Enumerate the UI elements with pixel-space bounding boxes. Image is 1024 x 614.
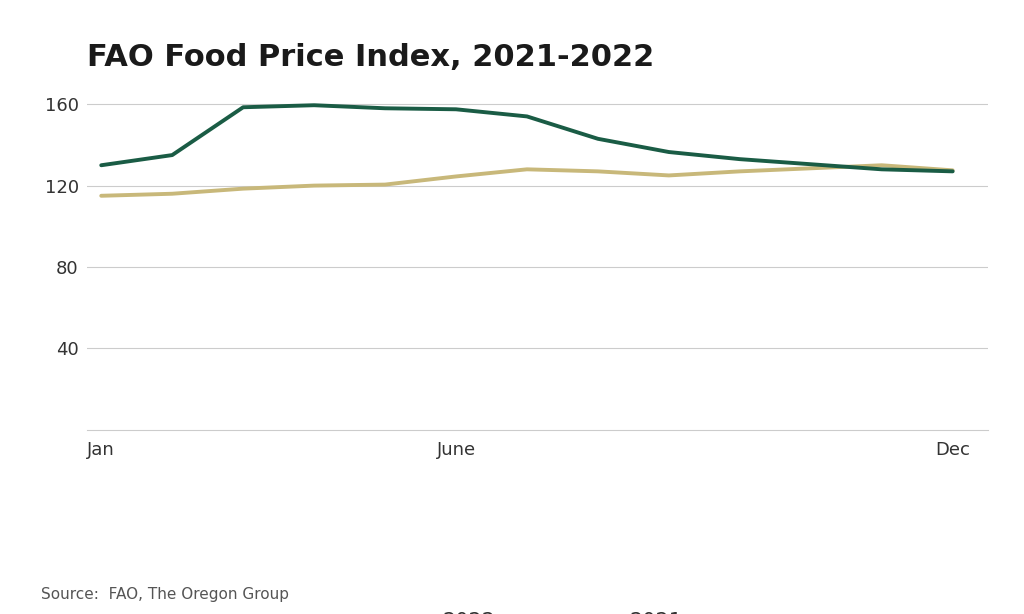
2022 xyxy=(592,135,604,142)
2021 xyxy=(450,173,462,180)
Line: 2021: 2021 xyxy=(101,165,952,196)
2021 xyxy=(592,168,604,175)
Text: FAO Food Price Index, 2021-2022: FAO Food Price Index, 2021-2022 xyxy=(87,43,654,72)
2022 xyxy=(733,155,745,163)
2022 xyxy=(237,104,249,111)
2022 xyxy=(805,160,817,168)
2021 xyxy=(946,166,958,174)
2022 xyxy=(663,149,675,156)
2022 xyxy=(876,166,888,173)
2022 xyxy=(95,161,108,169)
2021 xyxy=(733,168,745,175)
2022 xyxy=(308,101,321,109)
2021 xyxy=(95,192,108,200)
Legend: 2022, 2021: 2022, 2021 xyxy=(385,604,690,614)
2022 xyxy=(166,152,178,159)
2022 xyxy=(379,104,391,112)
2021 xyxy=(663,172,675,179)
2021 xyxy=(237,185,249,192)
2021 xyxy=(166,190,178,198)
2021 xyxy=(805,165,817,172)
Line: 2022: 2022 xyxy=(101,105,952,171)
2021 xyxy=(521,166,534,173)
2022 xyxy=(521,113,534,120)
2022 xyxy=(946,168,958,175)
2021 xyxy=(308,182,321,189)
2021 xyxy=(876,161,888,169)
2021 xyxy=(379,181,391,188)
Text: Source:  FAO, The Oregon Group: Source: FAO, The Oregon Group xyxy=(41,587,289,602)
2022 xyxy=(450,106,462,113)
